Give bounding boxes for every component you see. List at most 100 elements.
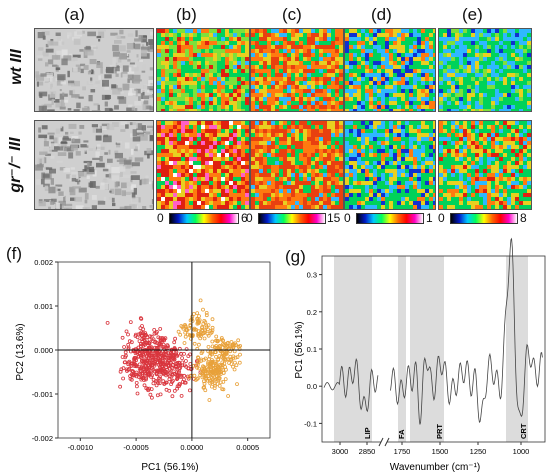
scatter-point [169,369,174,374]
scatter-point [208,364,212,369]
scatter-point [141,327,146,332]
scatter-point [122,360,127,365]
scatter-point [127,339,132,344]
scatter-point [175,384,180,389]
scatter-point [175,374,180,378]
scatter-point [188,323,193,327]
scatter-point [149,353,154,358]
scatter-point [224,346,229,351]
scatter-point [158,376,163,381]
scatter-point [128,374,133,378]
scatter-point [147,345,152,350]
scatter-point [216,367,221,372]
scatter-point [198,332,203,337]
scatter-point [179,373,184,378]
scatter-point [195,316,200,321]
scatter-point [154,368,159,373]
scatter-point [186,326,191,331]
scatter-point [195,365,200,370]
scatter-point [164,362,169,367]
scatter-point [204,374,208,379]
scatter-point [206,361,210,366]
scatter-point [132,355,137,360]
scatter-axes: -0.0010 -0.0005 0.0000 0.0005 -0.002 -0.001 0.… [32,258,271,452]
scatter-point [161,342,166,347]
scatter-point [140,359,145,364]
scatter-point [139,369,144,374]
scatter-point [175,375,180,379]
scatter-point [150,348,155,353]
scatter-point [155,345,160,350]
scatter-point [165,360,170,365]
scatter-point [194,327,199,332]
scatter-point [129,364,134,368]
scatter-point [200,369,205,374]
scatter-point [129,377,134,382]
scatter-point [237,347,242,352]
scatter-point [231,342,236,347]
row-label-wt: wt III [8,49,25,85]
scatter-point [158,342,163,347]
scatter-point [192,373,197,378]
scatter-point [134,358,139,363]
scatter-point [227,344,232,349]
region-prt [410,256,444,442]
scatter-point [156,352,161,357]
scatter-point [221,370,226,375]
scatter-point [140,337,145,342]
scatter-point [210,378,215,383]
scatter-point [137,371,142,376]
scatter-point [183,380,188,385]
scatter-point [152,369,157,374]
scatter-point [142,370,147,374]
scatter-point [144,351,149,356]
scatter-point [216,339,220,343]
scatter-point [133,372,138,377]
scatter-point [151,377,156,382]
scatter-point [204,313,209,318]
scatter-point [171,357,176,361]
scatter-point [164,387,169,392]
scatter-point [211,370,215,375]
scatter-point [210,359,215,364]
scatter-point [158,365,162,369]
image-tile-r2-c3 [250,120,344,210]
scatter-point [148,354,152,359]
scatter-point [215,365,220,370]
scatter-point [170,372,175,377]
scatter-point [229,340,234,344]
scatter-point [161,367,166,371]
scatter-point [164,345,169,350]
scatter-point [161,355,166,360]
scatter-point [218,345,223,350]
scatter-point [164,380,169,385]
scatter-point [147,348,152,353]
scatter-point [162,338,167,343]
loadings-y-tick-label: -0.1 [304,419,317,428]
scatter-point [196,333,201,338]
scatter-point [190,334,195,339]
scatter-point [196,331,201,336]
scatter-point [156,352,161,357]
scatter-point [130,361,135,366]
scatter-point [175,372,180,377]
scatter-point [146,345,151,350]
scatter-point [207,376,212,381]
scatter-point [162,345,166,350]
scatter-point [133,347,138,352]
scatter-point [205,331,210,336]
scatter-point [124,353,128,358]
colorbar-e: 0 8 [438,211,532,225]
scatter-point [145,387,150,391]
scatter-point [196,360,201,365]
scatter-point [206,323,211,328]
panel-label-c: (c) [282,5,302,24]
scatter-point [167,360,172,365]
scatter-point [156,381,160,385]
scatter-point [187,375,192,380]
scatter-point [223,358,228,362]
scatter-point [198,373,203,378]
scatter-point [183,330,188,335]
scatter-point [190,318,195,323]
scatter-point [221,356,226,361]
